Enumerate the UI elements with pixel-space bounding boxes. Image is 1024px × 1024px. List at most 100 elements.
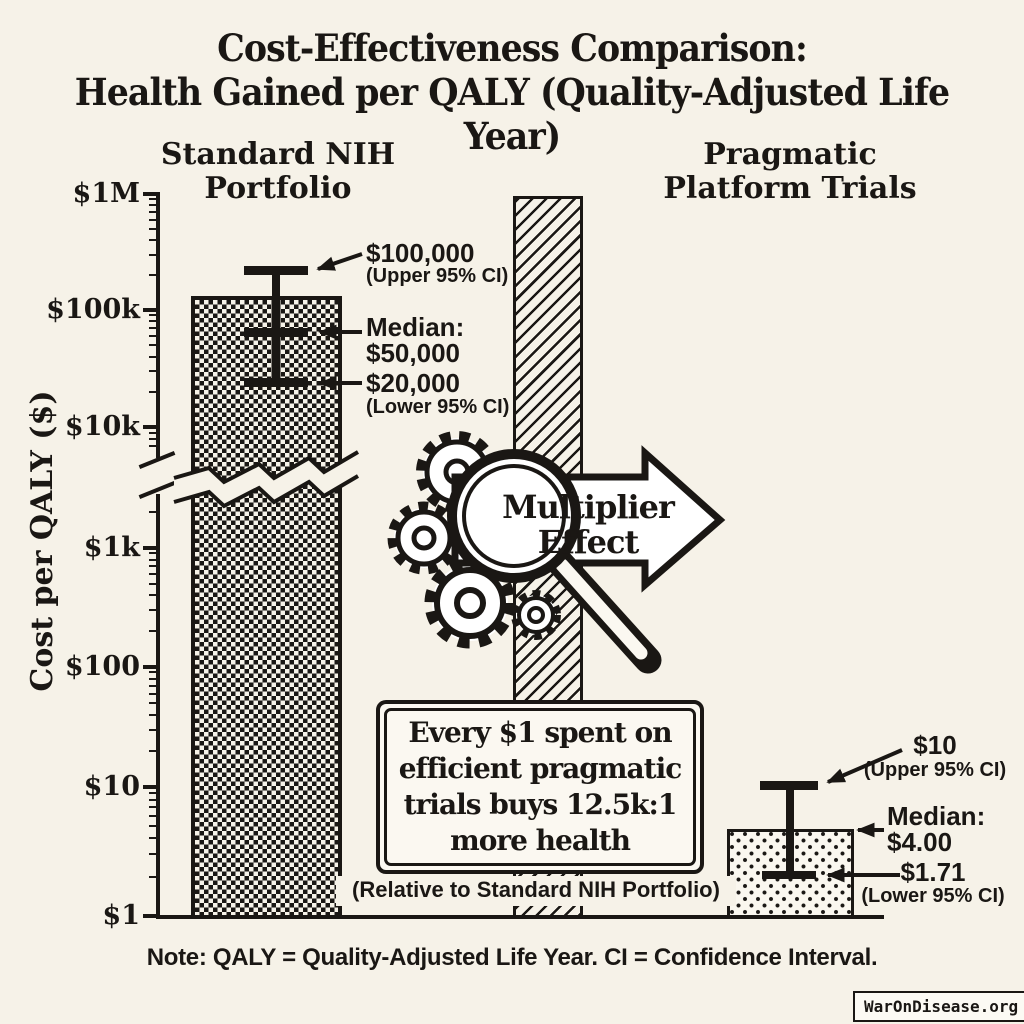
- axis-minor-tick: [149, 218, 157, 221]
- axis-minor-tick: [149, 552, 157, 555]
- tick-label-100k: $100k: [46, 294, 140, 325]
- axis-minor-tick: [149, 702, 157, 705]
- error-bar-left-upper-cap: [244, 266, 308, 275]
- axis-minor-tick: [149, 274, 157, 277]
- bar-standard-nih: [191, 296, 342, 919]
- axis-minor-tick: [149, 814, 157, 817]
- annotation-right-median-value: $4.00: [887, 827, 953, 857]
- axis-minor-tick: [149, 713, 157, 716]
- axis-minor-tick: [149, 198, 157, 201]
- axis-minor-tick: [149, 749, 157, 752]
- axis-minor-tick: [149, 390, 157, 393]
- axis-minor-tick: [149, 582, 157, 585]
- axis-minor-tick: [149, 314, 157, 317]
- tick-label-10k: $10k: [64, 411, 140, 442]
- axis-minor-tick: [149, 876, 157, 879]
- axis-minor-tick: [149, 805, 157, 808]
- axis-minor-tick: [149, 594, 157, 597]
- axis-minor-tick: [149, 573, 157, 576]
- error-bar-left-median-cap: [244, 328, 308, 337]
- axis-minor-tick: [149, 210, 157, 213]
- annotation-arrow-icon: [316, 252, 363, 271]
- axis-minor-tick: [149, 444, 157, 447]
- axis-minor-tick: [149, 334, 157, 337]
- error-bar-right-line: [786, 785, 794, 875]
- axis-minor-tick: [149, 728, 157, 731]
- tick-label-1k: $1k: [83, 532, 140, 563]
- axis-minor-tick: [149, 204, 157, 207]
- watermark-badge: WarOnDisease.org: [853, 991, 1024, 1022]
- axis-minor-tick: [149, 853, 157, 856]
- axis-minor-tick: [149, 684, 157, 687]
- axis-minor-tick: [149, 437, 157, 440]
- callout-box-inner-border: Every $1 spent on efficient pragmatic tr…: [384, 708, 696, 866]
- multiplier-label-line2: Effect: [537, 523, 640, 561]
- annotation-left-upper-value: $100,000: [366, 238, 475, 268]
- axis-minor-tick: [149, 609, 157, 612]
- axis-minor-tick: [149, 355, 157, 358]
- annotation-left-lower-caption: (Lower 95% CI): [366, 396, 510, 418]
- chart-title-line2: Health Gained per QALY (Quality-Adjusted…: [74, 70, 950, 158]
- axis-minor-tick: [149, 565, 157, 568]
- axis-minor-tick: [149, 510, 157, 513]
- axis-minor-tick: [149, 671, 157, 674]
- multiplier-label-line1: Multiplier: [502, 488, 675, 526]
- gear-icon: [424, 557, 516, 649]
- callout-text: Every $1 spent on efficient pragmatic tr…: [398, 716, 683, 857]
- axis-minor-tick: [149, 253, 157, 256]
- tick-label-100: $100: [64, 651, 140, 682]
- y-axis-line-lower: [156, 494, 160, 918]
- annotation-right-lower-caption: (Lower 95% CI): [861, 885, 1005, 907]
- tick-label-10: $10: [83, 771, 140, 802]
- axis-minor-tick: [149, 837, 157, 840]
- annotation-left-median-value: $50,000: [366, 338, 460, 368]
- annotation-right-lower-value: $1.71: [900, 857, 966, 887]
- annotation-left-median-label: Median:: [366, 312, 465, 342]
- axis-major-tick: [143, 192, 156, 196]
- axis-minor-tick: [149, 824, 157, 827]
- callout-subtext: (Relative to Standard NIH Portfolio): [336, 876, 736, 906]
- axis-minor-tick: [149, 227, 157, 230]
- axis-minor-tick: [149, 320, 157, 323]
- axis-major-tick: [143, 308, 156, 312]
- axis-minor-tick: [149, 791, 157, 794]
- axis-major-tick: [143, 914, 156, 918]
- footnote: Note: QALY = Quality-Adjusted Life Year.…: [146, 944, 878, 971]
- y-axis-line-upper: [156, 192, 160, 458]
- axis-minor-tick: [149, 630, 157, 633]
- axis-minor-tick: [149, 370, 157, 373]
- axis-minor-tick: [149, 344, 157, 347]
- tick-label-1: $1: [102, 900, 140, 931]
- error-bar-right-upper-cap: [760, 781, 818, 790]
- annotation-left-lower-value: $20,000: [366, 368, 460, 398]
- magnifier-icon: [447, 449, 662, 674]
- axis-major-tick: [143, 665, 156, 669]
- axis-major-tick: [143, 425, 156, 429]
- error-bar-right-lower-cap: [762, 871, 816, 879]
- annotation-right-upper-value: $10: [913, 730, 957, 760]
- tick-label-1m: $1M: [72, 178, 140, 209]
- axis-minor-tick: [149, 431, 157, 434]
- annotation-left-upper-caption: (Upper 95% CI): [366, 265, 509, 287]
- callout-box: Every $1 spent on efficient pragmatic tr…: [376, 700, 704, 874]
- axis-major-tick: [143, 785, 156, 789]
- gear-icon: [511, 590, 561, 640]
- axis-minor-tick: [149, 677, 157, 680]
- error-bar-left-lower-cap: [244, 378, 308, 387]
- annotation-right-median-label: Median:: [887, 801, 986, 831]
- annotation-right-upper-caption: (Upper 95% CI): [863, 759, 1007, 781]
- chart-title-line1: Cost-Effectiveness Comparison:: [217, 26, 808, 70]
- axis-minor-tick: [149, 239, 157, 242]
- axis-minor-tick: [149, 692, 157, 695]
- multiplier-label: Multiplier Effect: [468, 490, 708, 560]
- column-header-pragmatic-trials: Pragmatic Platform Trials: [663, 137, 917, 206]
- axis-major-tick: [143, 546, 156, 550]
- column-header-standard-nih: Standard NIH Portfolio: [160, 137, 396, 206]
- axis-minor-tick: [149, 327, 157, 330]
- axis-minor-tick: [149, 558, 157, 561]
- bar-break-zigzag: [173, 450, 360, 509]
- multiplier-illustration: [387, 431, 726, 674]
- axis-minor-tick: [149, 798, 157, 801]
- gear-icon: [387, 501, 461, 575]
